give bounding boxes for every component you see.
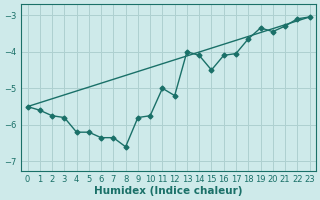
X-axis label: Humidex (Indice chaleur): Humidex (Indice chaleur) [94, 186, 243, 196]
